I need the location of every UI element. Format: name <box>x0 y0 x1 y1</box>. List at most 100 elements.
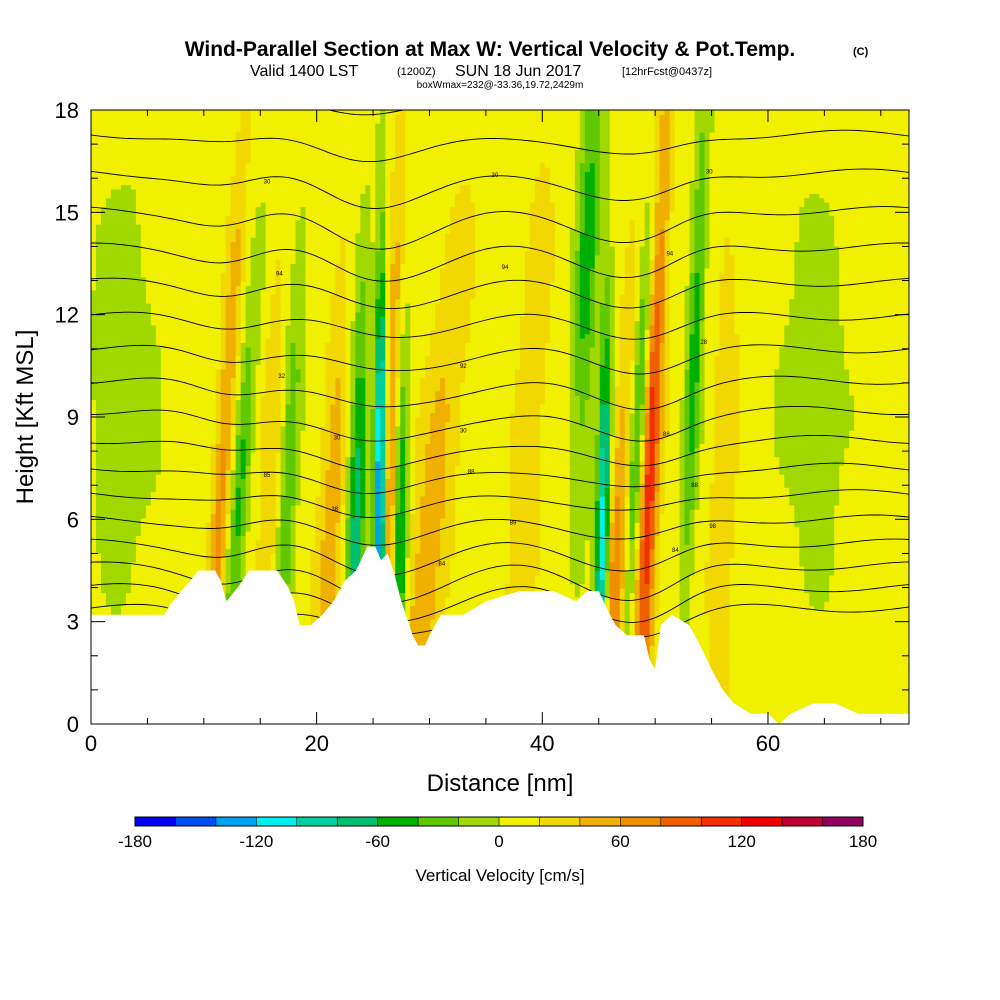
field-cell <box>345 377 351 383</box>
field-cell <box>355 474 361 479</box>
field-cell <box>644 517 651 523</box>
field-cell <box>235 408 242 414</box>
field-cell <box>634 623 641 629</box>
field-cell <box>584 548 591 554</box>
field-cell <box>664 403 671 409</box>
field-cell <box>430 333 471 339</box>
field-cell <box>375 447 381 453</box>
field-cell <box>654 544 661 550</box>
field-cell <box>450 403 461 409</box>
field-cell <box>260 465 277 471</box>
field-cell <box>215 460 222 466</box>
field-cell <box>699 373 706 379</box>
field-cell <box>260 509 277 515</box>
field-cell <box>649 531 656 537</box>
field-cell <box>265 359 282 365</box>
field-cell <box>579 588 591 594</box>
field-cell <box>350 509 356 515</box>
field-cell <box>210 452 217 458</box>
field-cell <box>160 452 212 458</box>
field-cell <box>220 517 227 523</box>
field-cell <box>265 342 282 348</box>
field-cell <box>235 364 242 370</box>
field-cell <box>395 351 401 357</box>
field-cell <box>355 447 361 453</box>
field-cell <box>639 544 646 550</box>
field-cell <box>699 351 706 357</box>
field-cell <box>599 381 611 387</box>
field-cell <box>91 373 162 379</box>
field-cell <box>614 355 621 361</box>
field-cell <box>649 438 656 444</box>
field-cell <box>155 487 212 493</box>
field-cell <box>135 544 207 550</box>
field-cell <box>634 456 641 462</box>
field-cell <box>539 443 571 449</box>
field-cell <box>684 346 691 352</box>
field-cell <box>355 465 361 471</box>
field-cell <box>629 592 636 598</box>
field-cell <box>709 627 731 633</box>
field-cell <box>644 338 651 344</box>
field-cell <box>514 377 546 383</box>
field-cell <box>609 544 616 550</box>
field-cell <box>275 500 282 506</box>
field-cell <box>629 403 636 409</box>
field-cell <box>794 513 835 519</box>
field-cell <box>375 491 381 497</box>
field-cell <box>679 430 686 436</box>
field-cell <box>694 535 711 541</box>
field-cell <box>395 434 401 440</box>
field-cell <box>385 430 391 436</box>
field-cell <box>614 552 621 558</box>
field-cell <box>639 509 646 515</box>
field-cell <box>639 465 646 471</box>
field-cell <box>385 539 391 545</box>
field-cell <box>614 548 621 554</box>
field-cell <box>649 399 656 405</box>
field-cell <box>280 417 287 422</box>
field-cell <box>295 517 317 523</box>
field-cell <box>704 338 721 344</box>
field-cell <box>350 430 356 436</box>
field-cell <box>829 583 909 589</box>
field-cell <box>624 579 636 585</box>
field-cell <box>704 381 716 387</box>
field-cell <box>220 333 227 339</box>
field-cell <box>604 605 611 611</box>
field-cell <box>330 438 341 444</box>
field-cell <box>275 474 282 479</box>
field-cell <box>455 539 511 545</box>
field-cell <box>704 412 716 418</box>
field-cell <box>624 561 631 567</box>
field-cell <box>320 539 336 545</box>
field-cell <box>639 474 646 479</box>
field-cell <box>225 491 232 497</box>
field-cell <box>599 434 611 440</box>
field-cell <box>739 417 775 422</box>
field-cell <box>599 373 611 379</box>
field-cell <box>599 487 606 493</box>
field-cell <box>415 579 436 585</box>
field-cell <box>734 487 790 493</box>
field-cell <box>400 469 406 475</box>
field-cell <box>594 544 601 550</box>
field-cell <box>704 596 731 602</box>
field-cell <box>714 359 741 365</box>
field-cell <box>440 539 456 545</box>
field-cell <box>225 583 232 589</box>
field-cell <box>629 359 636 365</box>
field-cell <box>519 338 551 344</box>
field-cell <box>230 570 242 576</box>
field-cell <box>95 438 162 444</box>
field-cell <box>95 447 162 453</box>
field-cell <box>834 539 909 545</box>
field-cell <box>509 509 541 515</box>
field-cell <box>614 425 621 431</box>
field-cell <box>709 658 731 664</box>
field-cell <box>689 434 696 440</box>
field-cell <box>569 482 596 488</box>
field-cell <box>255 403 262 409</box>
field-cell <box>734 509 795 515</box>
field-cell <box>619 522 626 528</box>
